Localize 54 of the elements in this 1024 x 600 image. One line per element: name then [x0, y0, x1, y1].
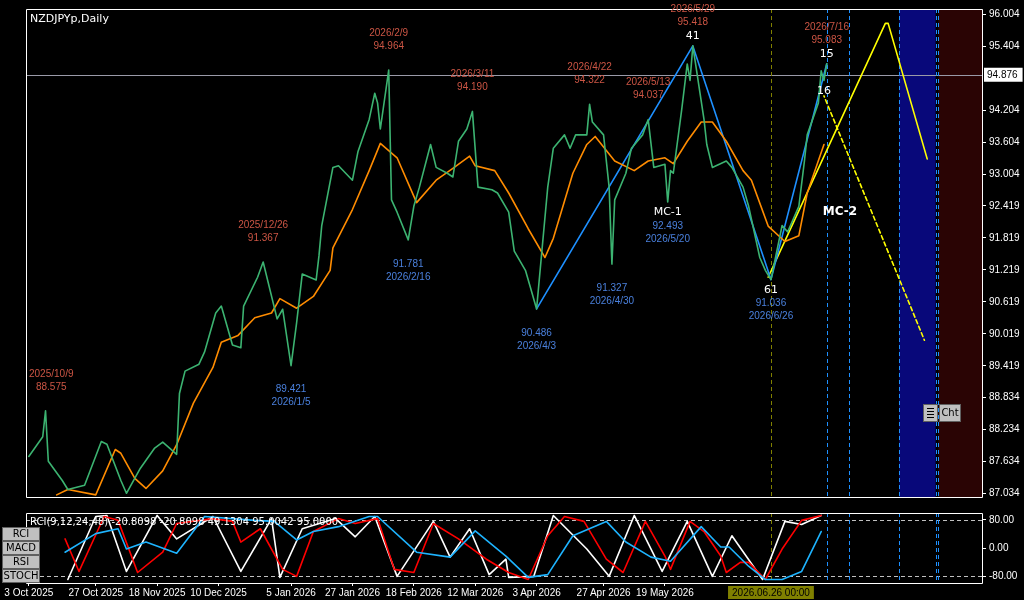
annotation: STOCH: [2, 569, 40, 583]
annotation: 41: [685, 29, 700, 43]
annotation: 91.036 2026/6/26: [748, 297, 794, 322]
y-tick-label: 90.619: [989, 295, 1021, 307]
y-tick-label: 90.019: [989, 327, 1021, 339]
annotation: MC-2: [822, 203, 858, 218]
x-tick-label: 19 May 2026: [636, 586, 695, 598]
x-tick-label: 3 Oct 2025: [4, 586, 54, 598]
annotation: 2025/12/26 91.367: [238, 218, 289, 243]
annotation: RCI: [2, 527, 40, 541]
ref-line-label: 2026.06.26 00:00: [732, 586, 811, 598]
y-tick-label: 94.204: [989, 104, 1021, 116]
x-tick-label: 27 Jan 2026: [324, 586, 381, 598]
x-tick-label: 27 Oct 2025: [68, 586, 124, 598]
annotation: 61: [763, 282, 778, 296]
y-tick-label: 89.419: [989, 359, 1021, 371]
y-tick-label: 87.634: [989, 454, 1021, 466]
y-tick-label: 88.234: [989, 422, 1021, 434]
annotation: RSI: [2, 555, 40, 569]
annotation: 2026/2/9 94.964: [369, 26, 409, 51]
annotation: 92.493 2026/5/20: [645, 219, 691, 244]
chart-title: NZDJPYp,Daily: [30, 12, 109, 25]
annotation: 90.486 2026/4/3: [517, 326, 557, 351]
x-tick-label: 18 Nov 2025: [128, 586, 186, 598]
y-tick-label: 96.004: [989, 8, 1021, 20]
annotation: 15: [819, 47, 834, 61]
x-tick-label: 27 Apr 2026: [576, 586, 631, 598]
y-tick-label: -80.00: [989, 569, 1018, 581]
x-tick-label: 10 Dec 2025: [190, 586, 248, 598]
y-tick-label: 0.00: [989, 541, 1009, 553]
annotation: Cht: [939, 404, 961, 422]
y-tick-label: 87.034: [989, 486, 1021, 498]
x-tick-label: 18 Feb 2026: [385, 586, 443, 598]
y-tick-label: 93.604: [989, 136, 1021, 148]
x-tick-label: 12 Mar 2026: [447, 586, 504, 598]
annotation: MC-1: [653, 205, 682, 219]
annotation: 2025/10/9 88.575: [28, 367, 74, 392]
annotation: MACD: [2, 541, 40, 555]
x-tick-label: 5 Jan 2026: [266, 586, 317, 598]
annotation: 91.781 2026/2/16: [385, 257, 431, 282]
y-tick-label: 93.004: [989, 168, 1021, 180]
x-tick-label: 3 Apr 2026: [512, 586, 562, 598]
y-tick-label: 92.419: [989, 199, 1021, 211]
annotation: 2026/7/16 95.083: [804, 20, 850, 45]
y-tick-label: 91.219: [989, 263, 1021, 275]
annotation: 2026/5/13 94.037: [625, 76, 671, 101]
annotation: 89.421 2026/1/5: [271, 383, 311, 408]
y-tick-label: 88.834: [989, 390, 1021, 402]
ref-line-label: 94.876: [987, 68, 1019, 80]
y-tick-label: 95.404: [989, 40, 1021, 52]
annotation: 2026/4/22 94.322: [567, 61, 613, 86]
y-tick-label: 91.819: [989, 231, 1021, 243]
y-tick-label: 80.00: [989, 513, 1015, 525]
annotation: 91.327 2026/4/30: [589, 281, 635, 306]
